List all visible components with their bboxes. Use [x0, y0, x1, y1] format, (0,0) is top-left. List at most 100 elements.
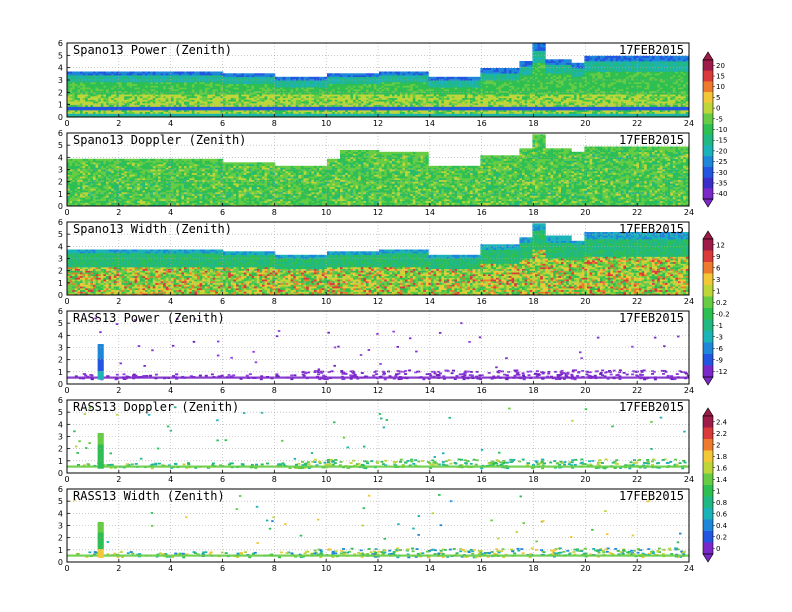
data-cell — [493, 97, 497, 100]
data-cell — [496, 92, 499, 95]
data-cell — [217, 110, 221, 113]
data-cell — [98, 110, 102, 113]
data-cell — [134, 71, 138, 74]
data-cell — [394, 94, 398, 97]
data-cell — [256, 85, 260, 88]
data-cell — [340, 94, 343, 97]
data-cell — [194, 108, 198, 111]
data-cell — [233, 108, 237, 111]
data-cell — [384, 78, 388, 81]
data-cell — [433, 111, 437, 114]
data-cell — [381, 111, 385, 114]
data-cell — [477, 78, 481, 81]
data-cell — [496, 80, 499, 83]
data-cell — [243, 110, 247, 113]
data-cell — [171, 87, 174, 90]
data-cell — [423, 75, 427, 78]
data-cell — [394, 83, 398, 86]
data-cell — [527, 106, 531, 109]
data-cell — [184, 82, 187, 85]
data-cell — [95, 101, 99, 104]
data-cell — [223, 110, 226, 113]
data-cell — [197, 108, 200, 111]
data-cell — [199, 89, 203, 92]
data-cell — [392, 111, 395, 114]
data-cell — [483, 99, 486, 102]
data-cell — [72, 108, 76, 111]
data-cell — [501, 99, 505, 102]
data-cell — [405, 96, 408, 99]
data-cell — [438, 108, 442, 111]
data-cell — [337, 83, 341, 86]
data-cell — [223, 103, 226, 106]
data-cell — [527, 101, 531, 104]
data-cell — [95, 113, 99, 116]
data-cell — [129, 73, 133, 76]
data-cell — [454, 108, 458, 111]
data-cell — [116, 75, 120, 78]
data-cell — [498, 106, 502, 109]
data-cell — [444, 97, 447, 100]
data-cell — [345, 89, 349, 92]
data-cell — [267, 87, 271, 90]
data-cell — [80, 111, 83, 114]
data-cell — [397, 110, 401, 113]
data-cell — [145, 75, 148, 78]
data-cell — [537, 52, 541, 55]
data-cell — [160, 83, 164, 86]
data-cell — [355, 92, 359, 95]
data-cell — [220, 110, 224, 113]
data-cell — [74, 96, 78, 99]
data-cell — [282, 106, 286, 109]
data-cell — [319, 85, 323, 88]
data-cell — [316, 82, 320, 85]
data-cell — [334, 115, 338, 117]
data-cell — [438, 82, 442, 85]
data-cell — [197, 97, 200, 100]
data-cell — [363, 103, 367, 106]
data-cell — [464, 103, 468, 106]
data-cell — [475, 90, 479, 93]
data-cell — [553, 108, 557, 111]
data-cell — [210, 76, 213, 79]
data-cell — [334, 76, 338, 79]
data-cell — [303, 103, 307, 106]
data-cell — [158, 103, 161, 106]
data-cell — [210, 92, 213, 95]
data-cell — [259, 94, 263, 97]
data-cell — [303, 106, 307, 109]
data-cell — [113, 96, 117, 99]
data-cell — [217, 103, 221, 106]
data-cell — [155, 90, 159, 93]
data-cell — [306, 87, 310, 90]
data-cell — [321, 97, 325, 100]
data-cell — [176, 103, 180, 106]
data-cell — [103, 76, 107, 79]
data-cell — [485, 75, 489, 78]
data-cell — [558, 92, 562, 95]
data-cell — [87, 92, 91, 95]
data-cell — [342, 90, 346, 93]
data-cell — [119, 76, 122, 79]
data-cell — [550, 80, 554, 83]
data-cell — [132, 96, 135, 99]
data-cell — [272, 106, 276, 109]
data-cell — [347, 104, 351, 107]
data-cell — [522, 104, 525, 107]
data-cell — [493, 94, 497, 97]
data-cell — [503, 106, 507, 109]
data-cell — [311, 80, 315, 83]
data-cell — [360, 103, 364, 106]
data-cell — [191, 89, 195, 92]
data-cell — [376, 104, 380, 107]
data-cell — [420, 92, 424, 95]
data-cell — [381, 75, 385, 78]
data-cell — [290, 110, 294, 113]
data-cell — [360, 94, 364, 97]
data-cell — [329, 73, 333, 76]
data-cell — [493, 87, 497, 90]
data-cell — [384, 92, 388, 95]
data-cell — [441, 78, 445, 81]
data-cell — [74, 92, 78, 95]
data-cell — [306, 94, 310, 97]
